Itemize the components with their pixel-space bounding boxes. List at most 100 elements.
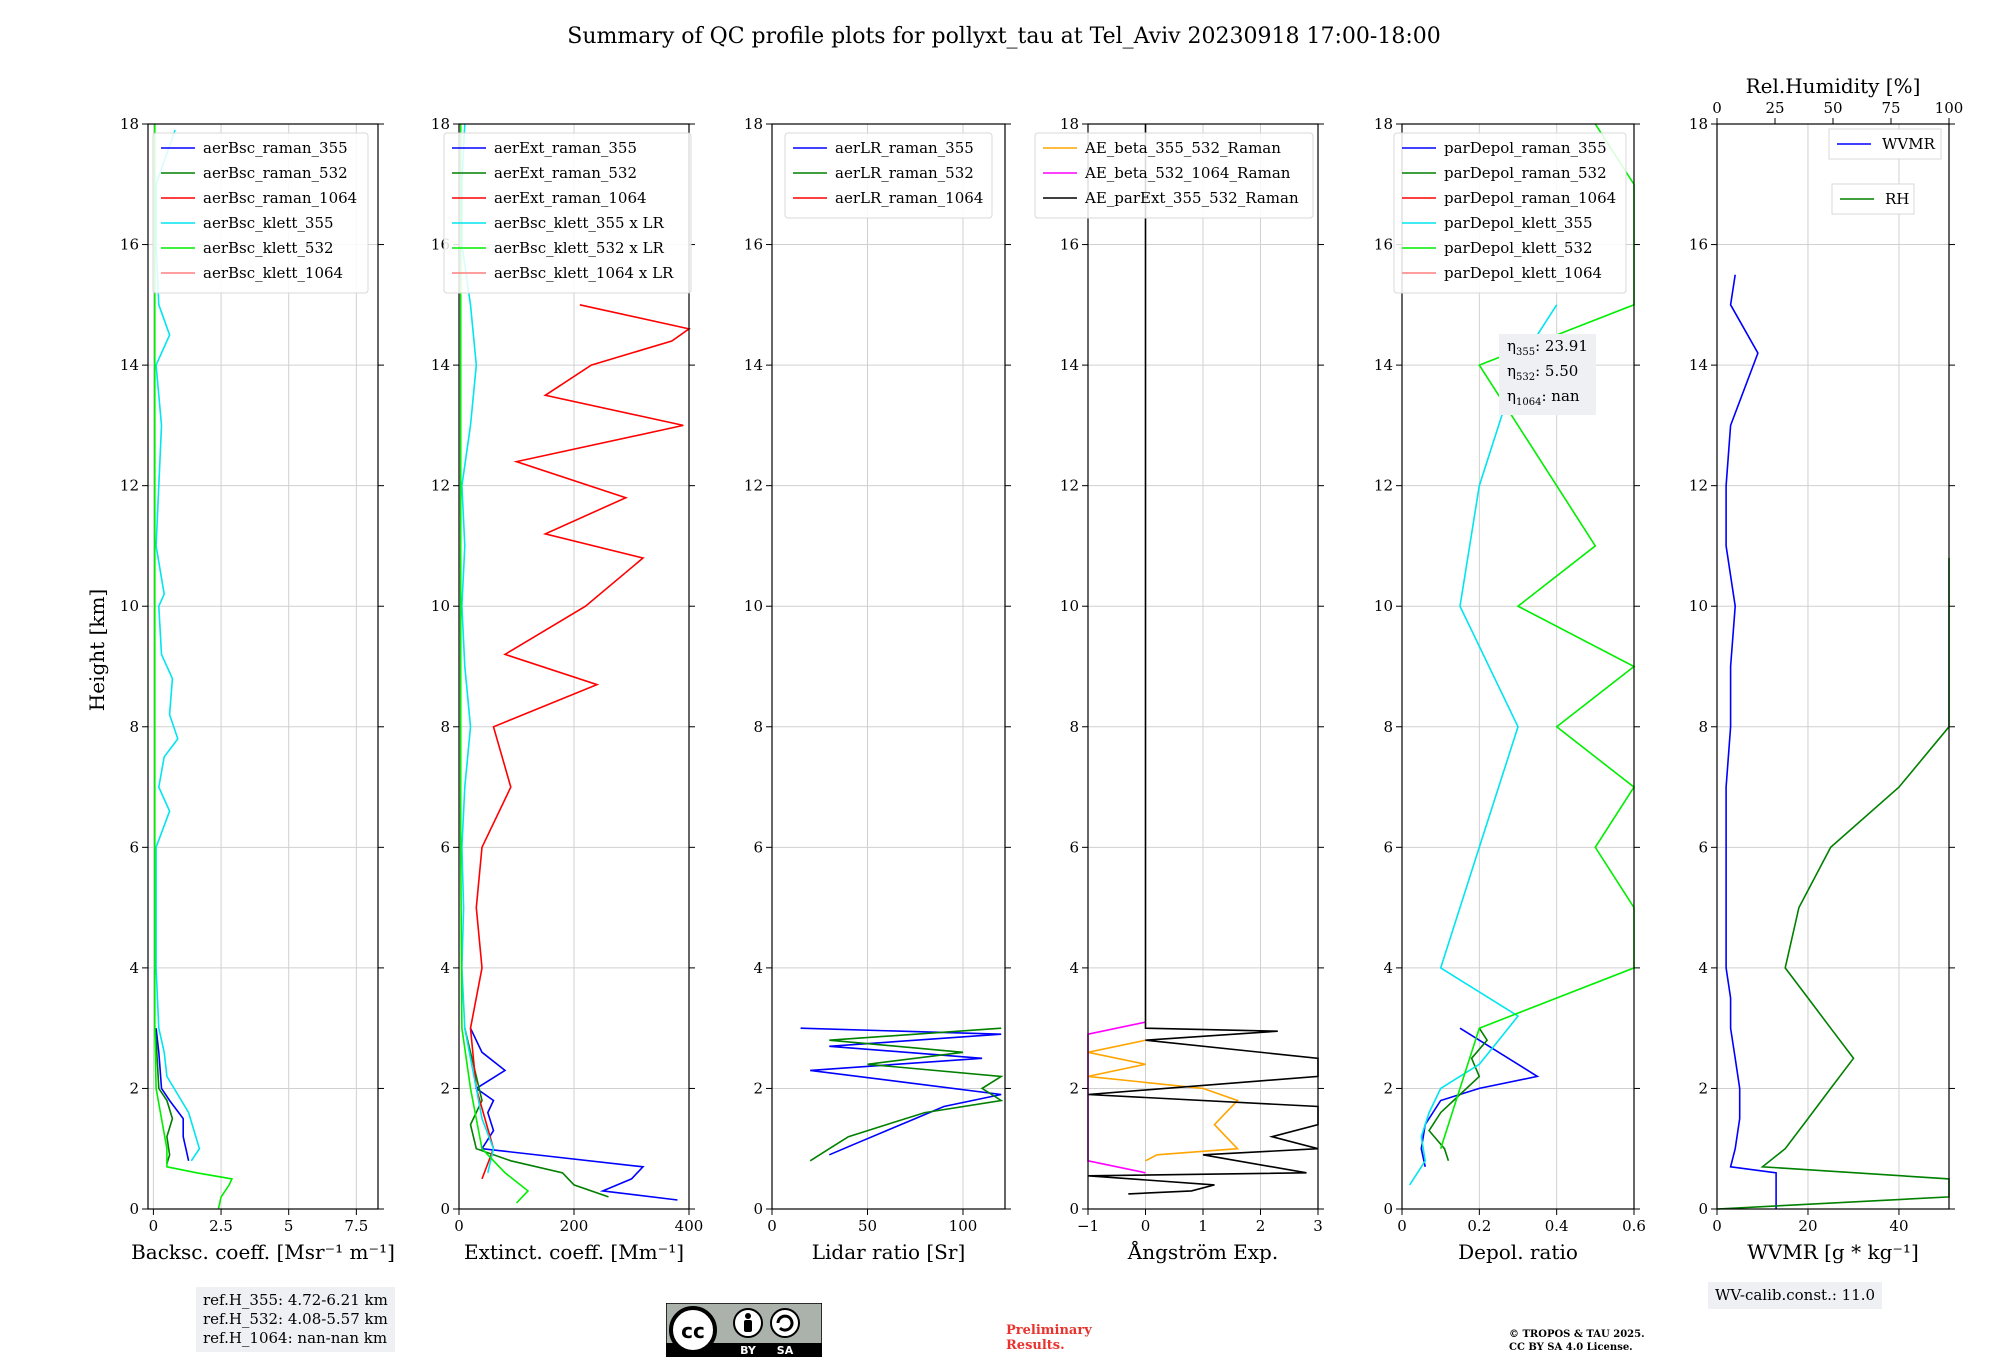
wv-calibration-constant: WV-calib.const.: 11.0 xyxy=(1715,1286,1876,1304)
legend-label: aerBsc_klett_1064 xyxy=(203,264,343,282)
legend-label: aerBsc_klett_532 x LR xyxy=(494,239,665,257)
legend-box xyxy=(152,132,369,294)
series-aerExt_raman_355 xyxy=(469,1027,678,1201)
legend-label: AE_parExt_355_532_Raman xyxy=(1084,189,1299,207)
ytick-label: 8 xyxy=(1383,718,1393,736)
ytick-label: 10 xyxy=(120,597,139,615)
ytick-label: 16 xyxy=(1060,236,1079,254)
xtick-label: 40 xyxy=(1889,1217,1908,1235)
series-aerBsc_klett_355 xyxy=(155,129,201,1162)
xtick-label: 0.4 xyxy=(1545,1217,1569,1235)
ytick-label: 6 xyxy=(753,838,763,856)
ytick-label: 4 xyxy=(753,959,763,977)
legend-label: WVMR xyxy=(1882,135,1936,153)
xtick-label: 0.6 xyxy=(1622,1217,1646,1235)
ytick-label: 12 xyxy=(744,477,763,495)
legend-label: aerBsc_klett_355 xyxy=(203,214,334,232)
ytick-label: 12 xyxy=(431,477,450,495)
ytick-label: 10 xyxy=(1060,597,1079,615)
ytick-label: 6 xyxy=(129,838,139,856)
sa-label: SA xyxy=(777,1344,794,1357)
xtick-label: 0 xyxy=(454,1217,464,1235)
xtick-label: 0 xyxy=(149,1217,159,1235)
ytick-label: 2 xyxy=(1069,1079,1079,1097)
x2tick-label: 0 xyxy=(1712,99,1722,117)
axes-frame xyxy=(1401,123,1635,1210)
ytick-label: 18 xyxy=(120,115,139,133)
legend-label: aerBsc_klett_532 xyxy=(203,239,334,257)
ytick-label: 16 xyxy=(1374,236,1393,254)
ytick-label: 12 xyxy=(1060,477,1079,495)
legend-label: aerLR_raman_1064 xyxy=(835,189,983,207)
ytick-label: 2 xyxy=(1698,1079,1708,1097)
ytick-label: 12 xyxy=(120,477,139,495)
ytick-label: 8 xyxy=(1069,718,1079,736)
ytick-label: 8 xyxy=(1698,718,1708,736)
copyright-line-1: © TROPOS & TAU 2025. xyxy=(1509,1329,1645,1340)
legend-label: aerExt_raman_1064 xyxy=(494,189,647,207)
panel-backscatter: 0 2 4 6 8 10 12 14 16 18 0 2.5 5 7.5 Backsc. coeff. [M… xyxy=(120,115,395,1264)
ref-height-1064: ref.H_1064: nan-nan km xyxy=(203,1329,388,1347)
legend-label: AE_beta_532_1064_Raman xyxy=(1084,164,1291,182)
y-axis-label: Height [km] xyxy=(85,589,109,711)
ytick-label: 4 xyxy=(1698,959,1708,977)
xlabel: Backsc. coeff. [Msr⁻¹ m⁻¹] xyxy=(131,1240,395,1264)
ytick-label: 8 xyxy=(129,718,139,736)
legend-label: parDepol_klett_1064 xyxy=(1444,264,1602,282)
ytick-label: 0 xyxy=(440,1200,450,1218)
series-AE_beta_355_532_Raman xyxy=(1087,1039,1240,1162)
eta-532-value: 5.50 xyxy=(1544,362,1579,380)
ytick-label: 10 xyxy=(1374,597,1393,615)
xtick-label: −1 xyxy=(1077,1217,1099,1235)
ytick-label: 2 xyxy=(1383,1079,1393,1097)
ytick-label: 18 xyxy=(1374,115,1393,133)
ytick-label: 0 xyxy=(1069,1200,1079,1218)
axes-frame xyxy=(147,123,379,1210)
legend-box xyxy=(443,132,692,294)
ytick-label: 8 xyxy=(753,718,763,736)
ytick-label: 6 xyxy=(1698,838,1708,856)
copyright-note: © TROPOS & TAU 2025. CC BY SA 4.0 Licens… xyxy=(1509,1328,1645,1354)
ytick-label: 18 xyxy=(1689,115,1708,133)
xtick-label: 2 xyxy=(1256,1217,1266,1235)
eta-1064: η1064: nan xyxy=(1507,387,1580,408)
xtick-label: 0 xyxy=(767,1217,777,1235)
legend-box xyxy=(784,132,993,219)
xtick-label: 2.5 xyxy=(209,1217,233,1235)
ytick-label: 16 xyxy=(1689,236,1708,254)
legend-label: parDepol_raman_532 xyxy=(1444,164,1607,182)
series-aerBsc_raman_532 xyxy=(154,1028,174,1165)
xlabel: Lidar ratio [Sr] xyxy=(812,1240,966,1264)
ytick-label: 14 xyxy=(431,356,450,374)
ytick-label: 2 xyxy=(440,1079,450,1097)
x2label: Rel.Humidity [%] xyxy=(1746,74,1921,98)
xtick-label: 5 xyxy=(284,1217,294,1235)
ytick-label: 6 xyxy=(440,838,450,856)
ytick-label: 12 xyxy=(1689,477,1708,495)
cc-by-sa-badge: cc BY SA xyxy=(666,1303,822,1357)
x2tick-label: 25 xyxy=(1765,99,1784,117)
eta-355-value: 23.91 xyxy=(1544,337,1588,355)
eta-box: η355: 23.91 η532: 5.50 η1064: nan xyxy=(1499,334,1596,415)
preliminary-results-note: Preliminary Results. xyxy=(1006,1323,1092,1353)
legend-label: aerLR_raman_355 xyxy=(835,139,974,157)
preliminary-line-1: Preliminary xyxy=(1006,1323,1092,1338)
xtick-label: 400 xyxy=(675,1217,704,1235)
series-RH xyxy=(1716,558,1950,1210)
ytick-label: 10 xyxy=(431,597,450,615)
legend-label: parDepol_klett_355 xyxy=(1444,214,1593,232)
ytick-label: 6 xyxy=(1069,838,1079,856)
ytick-label: 4 xyxy=(1069,959,1079,977)
legend-box xyxy=(1393,132,1627,294)
ytick-label: 16 xyxy=(744,236,763,254)
legend-label: RH xyxy=(1885,190,1909,208)
ytick-label: 18 xyxy=(431,115,450,133)
series-aerBsc_klett_355 x LR xyxy=(461,123,495,1173)
xtick-label: 100 xyxy=(949,1217,978,1235)
series-aerExt_raman_1064 xyxy=(469,304,691,1180)
series-aerLR_raman_355 xyxy=(800,1027,1002,1156)
xtick-label: 7.5 xyxy=(344,1217,368,1235)
